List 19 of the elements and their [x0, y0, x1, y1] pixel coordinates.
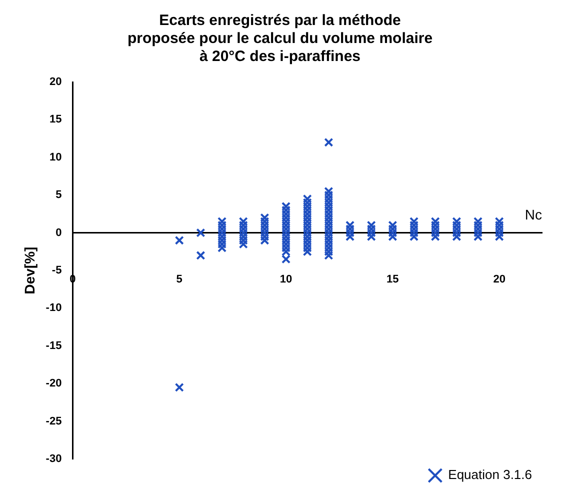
y-tick-label: -5	[52, 264, 62, 277]
chart-title: Ecarts enregistrés par la méthode proposée pour le calcul du volume molaire à 20°C des i-paraffines	[127, 12, 433, 66]
y-tick-label: -30	[46, 453, 62, 466]
y-tick-label: 20	[49, 76, 62, 88]
y-tick-label: -15	[46, 340, 62, 352]
y-tick-label: -20	[46, 378, 62, 390]
x-tick-label: 10	[280, 273, 292, 286]
x-tick-label: 15	[386, 273, 399, 286]
x-tick-label: 5	[176, 273, 182, 286]
y-tick-label: 0	[56, 226, 62, 239]
y-tick-label: 10	[49, 151, 62, 164]
x-axis-title: Nc	[524, 206, 542, 223]
legend-label: Equation 3.1.6	[448, 467, 532, 482]
y-tick-label: 5	[56, 189, 62, 202]
y-axis-title: Dev[%]	[21, 246, 38, 294]
y-tick-label: -10	[46, 302, 62, 314]
y-tick-label: -25	[46, 415, 62, 428]
y-tick-label: 15	[49, 114, 62, 126]
x-tick-label: 20	[493, 273, 506, 286]
